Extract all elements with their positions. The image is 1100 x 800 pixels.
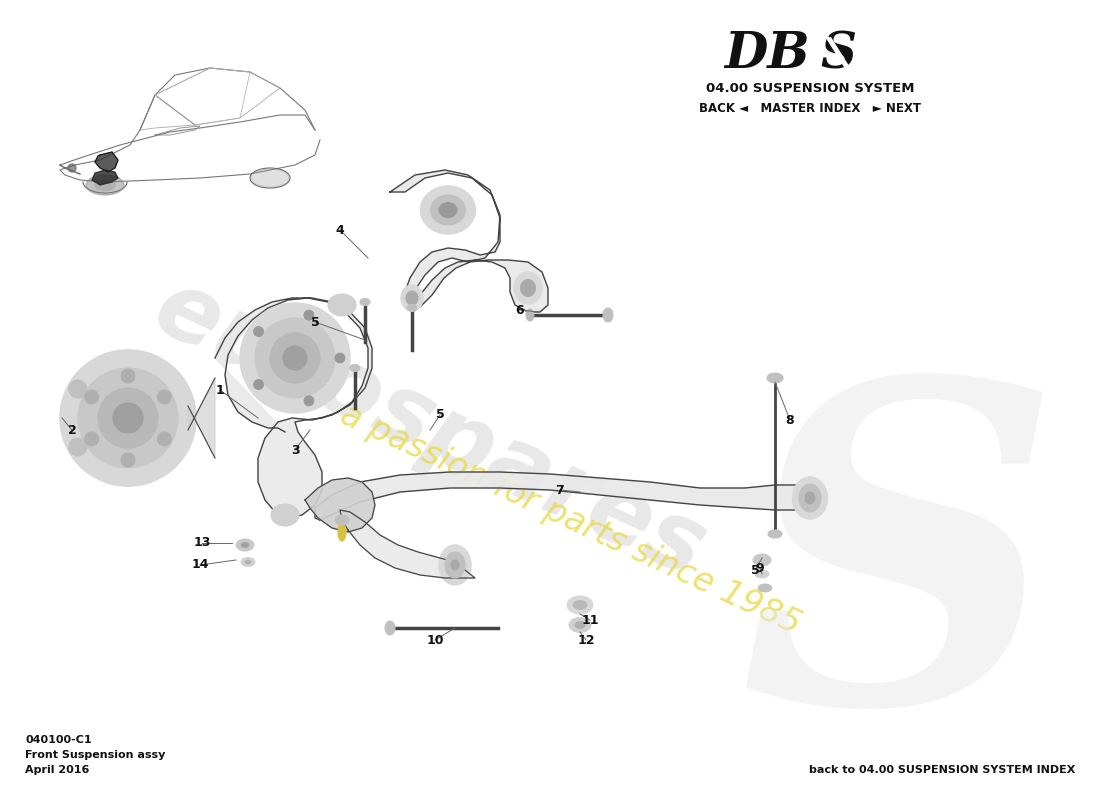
Ellipse shape: [768, 530, 782, 538]
Circle shape: [157, 390, 172, 404]
Ellipse shape: [573, 601, 587, 610]
Text: 040100-C1: 040100-C1: [25, 735, 91, 745]
Ellipse shape: [566, 596, 593, 614]
Text: 4: 4: [336, 223, 344, 237]
Circle shape: [69, 380, 87, 398]
Polygon shape: [315, 472, 825, 520]
Text: DB: DB: [725, 30, 810, 79]
Circle shape: [270, 333, 320, 383]
Text: 8: 8: [785, 414, 794, 426]
Ellipse shape: [520, 279, 536, 297]
Ellipse shape: [241, 558, 255, 566]
Ellipse shape: [755, 570, 769, 578]
Ellipse shape: [439, 545, 471, 585]
Ellipse shape: [241, 542, 249, 547]
Ellipse shape: [603, 308, 613, 322]
Text: S: S: [739, 365, 1060, 795]
Ellipse shape: [792, 477, 827, 519]
Ellipse shape: [406, 291, 418, 305]
Polygon shape: [305, 478, 375, 532]
Ellipse shape: [402, 285, 424, 311]
Text: 12: 12: [578, 634, 595, 646]
Text: 10: 10: [427, 634, 443, 646]
Text: 3: 3: [290, 443, 299, 457]
Text: S: S: [820, 30, 856, 79]
Text: back to 04.00 SUSPENSION SYSTEM INDEX: back to 04.00 SUSPENSION SYSTEM INDEX: [808, 765, 1075, 775]
Ellipse shape: [451, 560, 459, 570]
Ellipse shape: [758, 584, 772, 592]
Circle shape: [85, 390, 99, 404]
Ellipse shape: [430, 195, 465, 225]
Text: April 2016: April 2016: [25, 765, 89, 775]
Ellipse shape: [767, 373, 783, 383]
Polygon shape: [95, 152, 118, 172]
Text: Front Suspension assy: Front Suspension assy: [25, 750, 165, 760]
Text: 5: 5: [310, 315, 319, 329]
Text: BACK ◄   MASTER INDEX   ► NEXT: BACK ◄ MASTER INDEX ► NEXT: [698, 102, 921, 114]
Ellipse shape: [514, 272, 542, 304]
Ellipse shape: [236, 539, 254, 551]
Circle shape: [121, 453, 135, 467]
Text: eurospares: eurospares: [140, 262, 720, 598]
Circle shape: [304, 310, 313, 320]
Ellipse shape: [360, 298, 370, 306]
Polygon shape: [390, 170, 548, 312]
Ellipse shape: [407, 305, 417, 311]
Ellipse shape: [439, 202, 456, 218]
Circle shape: [254, 326, 264, 337]
Text: 9: 9: [756, 562, 764, 574]
Ellipse shape: [251, 169, 289, 187]
Circle shape: [60, 350, 196, 486]
Ellipse shape: [799, 484, 821, 512]
Text: 13: 13: [194, 537, 211, 550]
Circle shape: [283, 346, 307, 370]
Circle shape: [157, 432, 172, 446]
Ellipse shape: [336, 515, 349, 525]
Circle shape: [121, 369, 135, 383]
Ellipse shape: [754, 554, 771, 566]
Text: a passion for parts since 1985: a passion for parts since 1985: [334, 398, 805, 642]
Text: 1: 1: [216, 383, 224, 397]
Ellipse shape: [245, 560, 251, 564]
Text: 5: 5: [436, 409, 444, 422]
Text: 2: 2: [67, 423, 76, 437]
Ellipse shape: [575, 622, 585, 629]
Ellipse shape: [338, 523, 346, 541]
Circle shape: [304, 396, 313, 406]
Circle shape: [78, 368, 178, 468]
Ellipse shape: [805, 492, 815, 504]
Ellipse shape: [328, 294, 356, 316]
Ellipse shape: [420, 186, 475, 234]
Text: 11: 11: [581, 614, 598, 626]
Ellipse shape: [271, 504, 299, 526]
Ellipse shape: [95, 179, 116, 190]
Text: 5: 5: [750, 563, 759, 577]
Circle shape: [254, 379, 264, 390]
Ellipse shape: [350, 365, 360, 371]
Circle shape: [98, 388, 158, 448]
Circle shape: [113, 403, 143, 433]
Circle shape: [85, 432, 99, 446]
Polygon shape: [92, 170, 118, 185]
Ellipse shape: [86, 175, 124, 195]
Polygon shape: [188, 378, 214, 458]
Circle shape: [240, 303, 350, 413]
Ellipse shape: [385, 621, 395, 635]
Polygon shape: [340, 510, 475, 578]
Ellipse shape: [569, 618, 591, 633]
Text: 6: 6: [516, 303, 525, 317]
Text: 04.00 SUSPENSION SYSTEM: 04.00 SUSPENSION SYSTEM: [706, 82, 914, 94]
Circle shape: [69, 438, 87, 456]
Circle shape: [336, 353, 345, 363]
Polygon shape: [214, 298, 372, 518]
Text: 14: 14: [191, 558, 209, 571]
Ellipse shape: [526, 309, 534, 321]
Text: 7: 7: [556, 483, 564, 497]
Circle shape: [68, 164, 76, 172]
Circle shape: [255, 318, 336, 398]
Ellipse shape: [446, 552, 465, 578]
